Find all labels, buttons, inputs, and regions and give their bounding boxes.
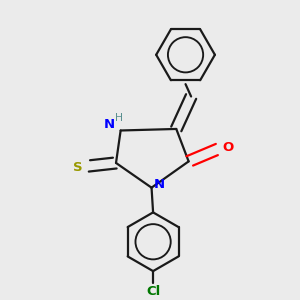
Text: S: S: [74, 161, 83, 174]
Text: O: O: [222, 141, 233, 154]
Text: H: H: [115, 112, 123, 122]
Text: N: N: [154, 178, 165, 191]
Text: Cl: Cl: [146, 285, 160, 298]
Text: N: N: [103, 118, 115, 131]
